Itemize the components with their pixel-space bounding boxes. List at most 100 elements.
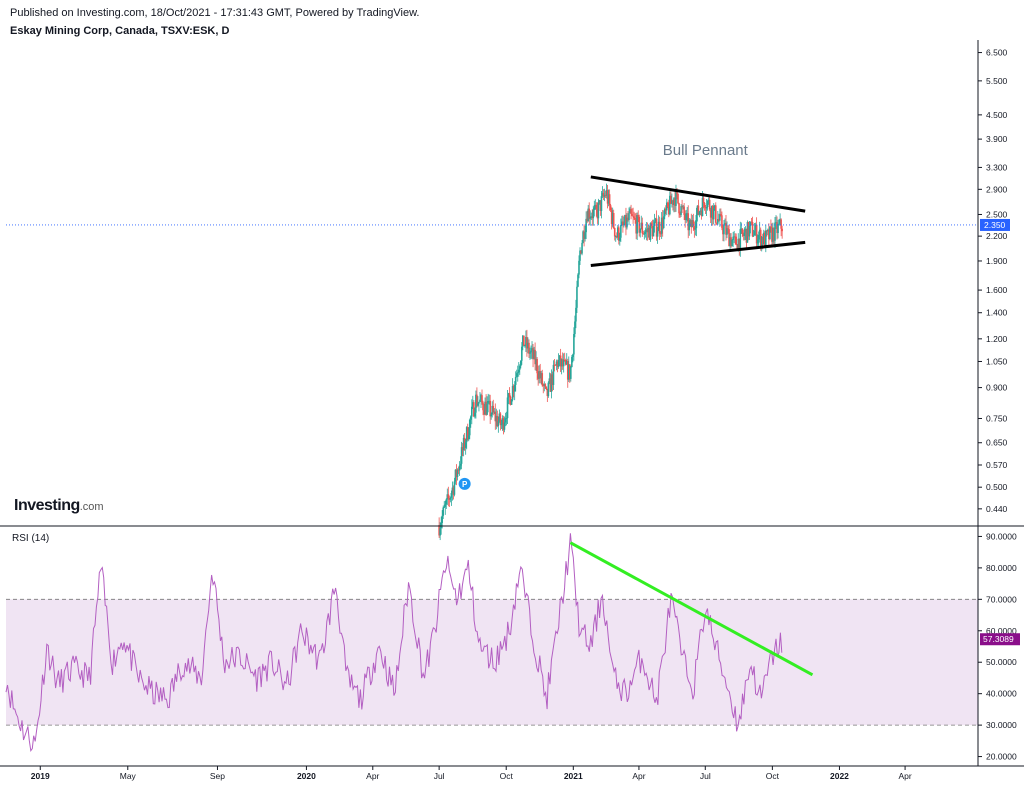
candle-body	[587, 208, 589, 222]
candle-body	[598, 200, 601, 203]
candle-body	[493, 411, 496, 413]
candle-body	[491, 405, 494, 415]
x-tick-label: Oct	[766, 771, 780, 781]
price-tick-label: 2.900	[986, 184, 1008, 194]
price-candle	[768, 223, 770, 245]
price-candle	[497, 416, 500, 433]
price-candle	[608, 189, 611, 211]
price-candle	[485, 394, 487, 416]
candle-body	[697, 205, 700, 215]
price-candle	[610, 207, 613, 230]
candle-body	[505, 418, 508, 419]
candle-body	[443, 506, 446, 508]
price-candle	[438, 517, 440, 538]
candle-body	[627, 217, 629, 221]
candle-body	[660, 217, 663, 234]
candle-body	[781, 228, 783, 232]
candle-body	[474, 412, 476, 417]
candle-body	[534, 349, 536, 365]
price-candle	[689, 218, 692, 227]
price-candle	[733, 230, 735, 244]
candle-body	[684, 214, 686, 221]
price-candle	[614, 235, 617, 242]
price-candle	[593, 200, 596, 217]
rsi-tick-label: 90.0000	[986, 531, 1017, 541]
candle-body	[759, 229, 762, 247]
price-candle	[670, 191, 672, 204]
price-candle	[673, 197, 675, 213]
price-candle	[690, 213, 693, 234]
candle-body	[558, 355, 561, 361]
candle-body	[518, 366, 521, 370]
candle-body	[620, 225, 622, 238]
price-candle	[652, 219, 655, 237]
candle-body	[754, 224, 757, 231]
candle-body	[450, 493, 453, 498]
candle-body	[639, 228, 642, 233]
candle-body	[438, 525, 440, 536]
rsi-tick-label: 20.0000	[986, 752, 1017, 762]
price-candle	[621, 215, 623, 227]
candle-body	[480, 395, 482, 400]
candle-body	[500, 424, 503, 426]
candle-body	[762, 232, 765, 245]
price-candle	[656, 226, 659, 244]
price-candle	[683, 203, 685, 221]
candle-body	[459, 463, 462, 466]
price-candle	[493, 408, 496, 415]
candle-body	[618, 227, 620, 241]
candle-body	[451, 487, 454, 494]
rsi-line	[5, 533, 783, 752]
price-candle	[576, 280, 578, 313]
price-candle	[668, 199, 670, 218]
price-candle	[587, 205, 589, 222]
price-candle	[638, 214, 641, 237]
candle-body	[577, 274, 579, 287]
candle-body	[462, 437, 465, 451]
candle-body	[439, 528, 441, 536]
price-candle	[526, 329, 528, 357]
price-candle	[730, 233, 732, 248]
price-candle	[471, 399, 473, 425]
candle-body	[592, 209, 595, 219]
candle-body	[724, 222, 726, 226]
price-candle	[760, 236, 763, 252]
candle-body	[761, 237, 764, 245]
price-candle	[466, 423, 469, 441]
candle-body	[730, 237, 732, 247]
price-candle	[700, 207, 703, 220]
candle-body	[499, 413, 502, 425]
candle-body	[654, 218, 657, 222]
candle-body	[526, 336, 528, 349]
price-tick-label: 2.200	[986, 231, 1008, 241]
candle-body	[750, 221, 753, 223]
candle-body	[765, 230, 767, 247]
candle-body	[515, 373, 518, 377]
price-candle	[623, 216, 625, 228]
candle-body	[475, 394, 477, 413]
price-candle	[769, 226, 771, 241]
candle-body	[557, 360, 560, 367]
price-candle	[624, 214, 626, 226]
price-candle	[743, 227, 746, 241]
price-candle	[597, 198, 600, 226]
candle-body	[779, 219, 781, 224]
candle-body	[468, 419, 471, 436]
price-candle	[712, 203, 715, 225]
candle-body	[469, 416, 472, 420]
price-candle	[548, 372, 551, 385]
candle-body	[503, 422, 506, 430]
price-candle	[778, 218, 780, 226]
rsi-value-label: 57.3089	[983, 634, 1014, 644]
price-candle	[630, 204, 632, 220]
price-candle	[672, 199, 674, 211]
candle-body	[677, 193, 679, 204]
candle-body	[540, 373, 543, 379]
candle-body	[672, 200, 674, 205]
candle-body	[735, 236, 738, 245]
price-candle	[734, 233, 736, 245]
price-candle	[560, 358, 563, 375]
price-candle	[556, 359, 559, 373]
candle-body	[604, 194, 607, 196]
